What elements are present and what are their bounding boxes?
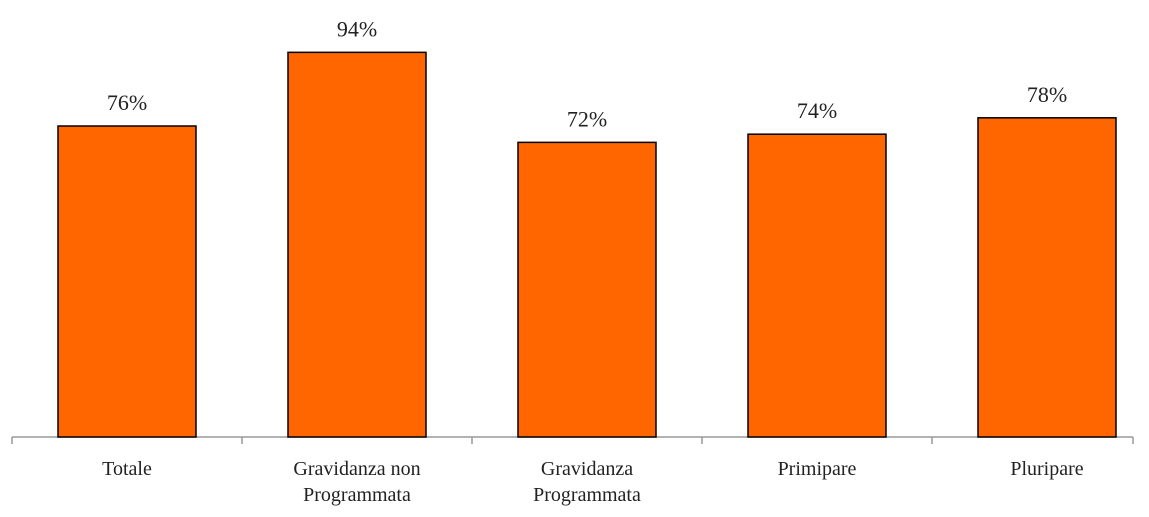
bar: [747, 133, 887, 438]
data-label: 94%: [337, 16, 377, 41]
x-tick-label: Totale: [102, 458, 152, 480]
x-tick-label: Primipare: [777, 458, 857, 480]
data-label: 76%: [107, 90, 147, 115]
bar: [57, 125, 197, 438]
bar: [287, 51, 427, 438]
x-tick-label: Gravidanza non Programmata: [293, 458, 421, 506]
x-tick-label: Gravidanza Programmata: [533, 458, 641, 506]
bar: [977, 117, 1117, 438]
data-label: 72%: [567, 106, 607, 131]
data-label: 78%: [1027, 82, 1067, 107]
data-label: 74%: [797, 98, 837, 123]
x-tick-label: Pluripare: [1010, 458, 1084, 480]
bar: [517, 141, 657, 438]
